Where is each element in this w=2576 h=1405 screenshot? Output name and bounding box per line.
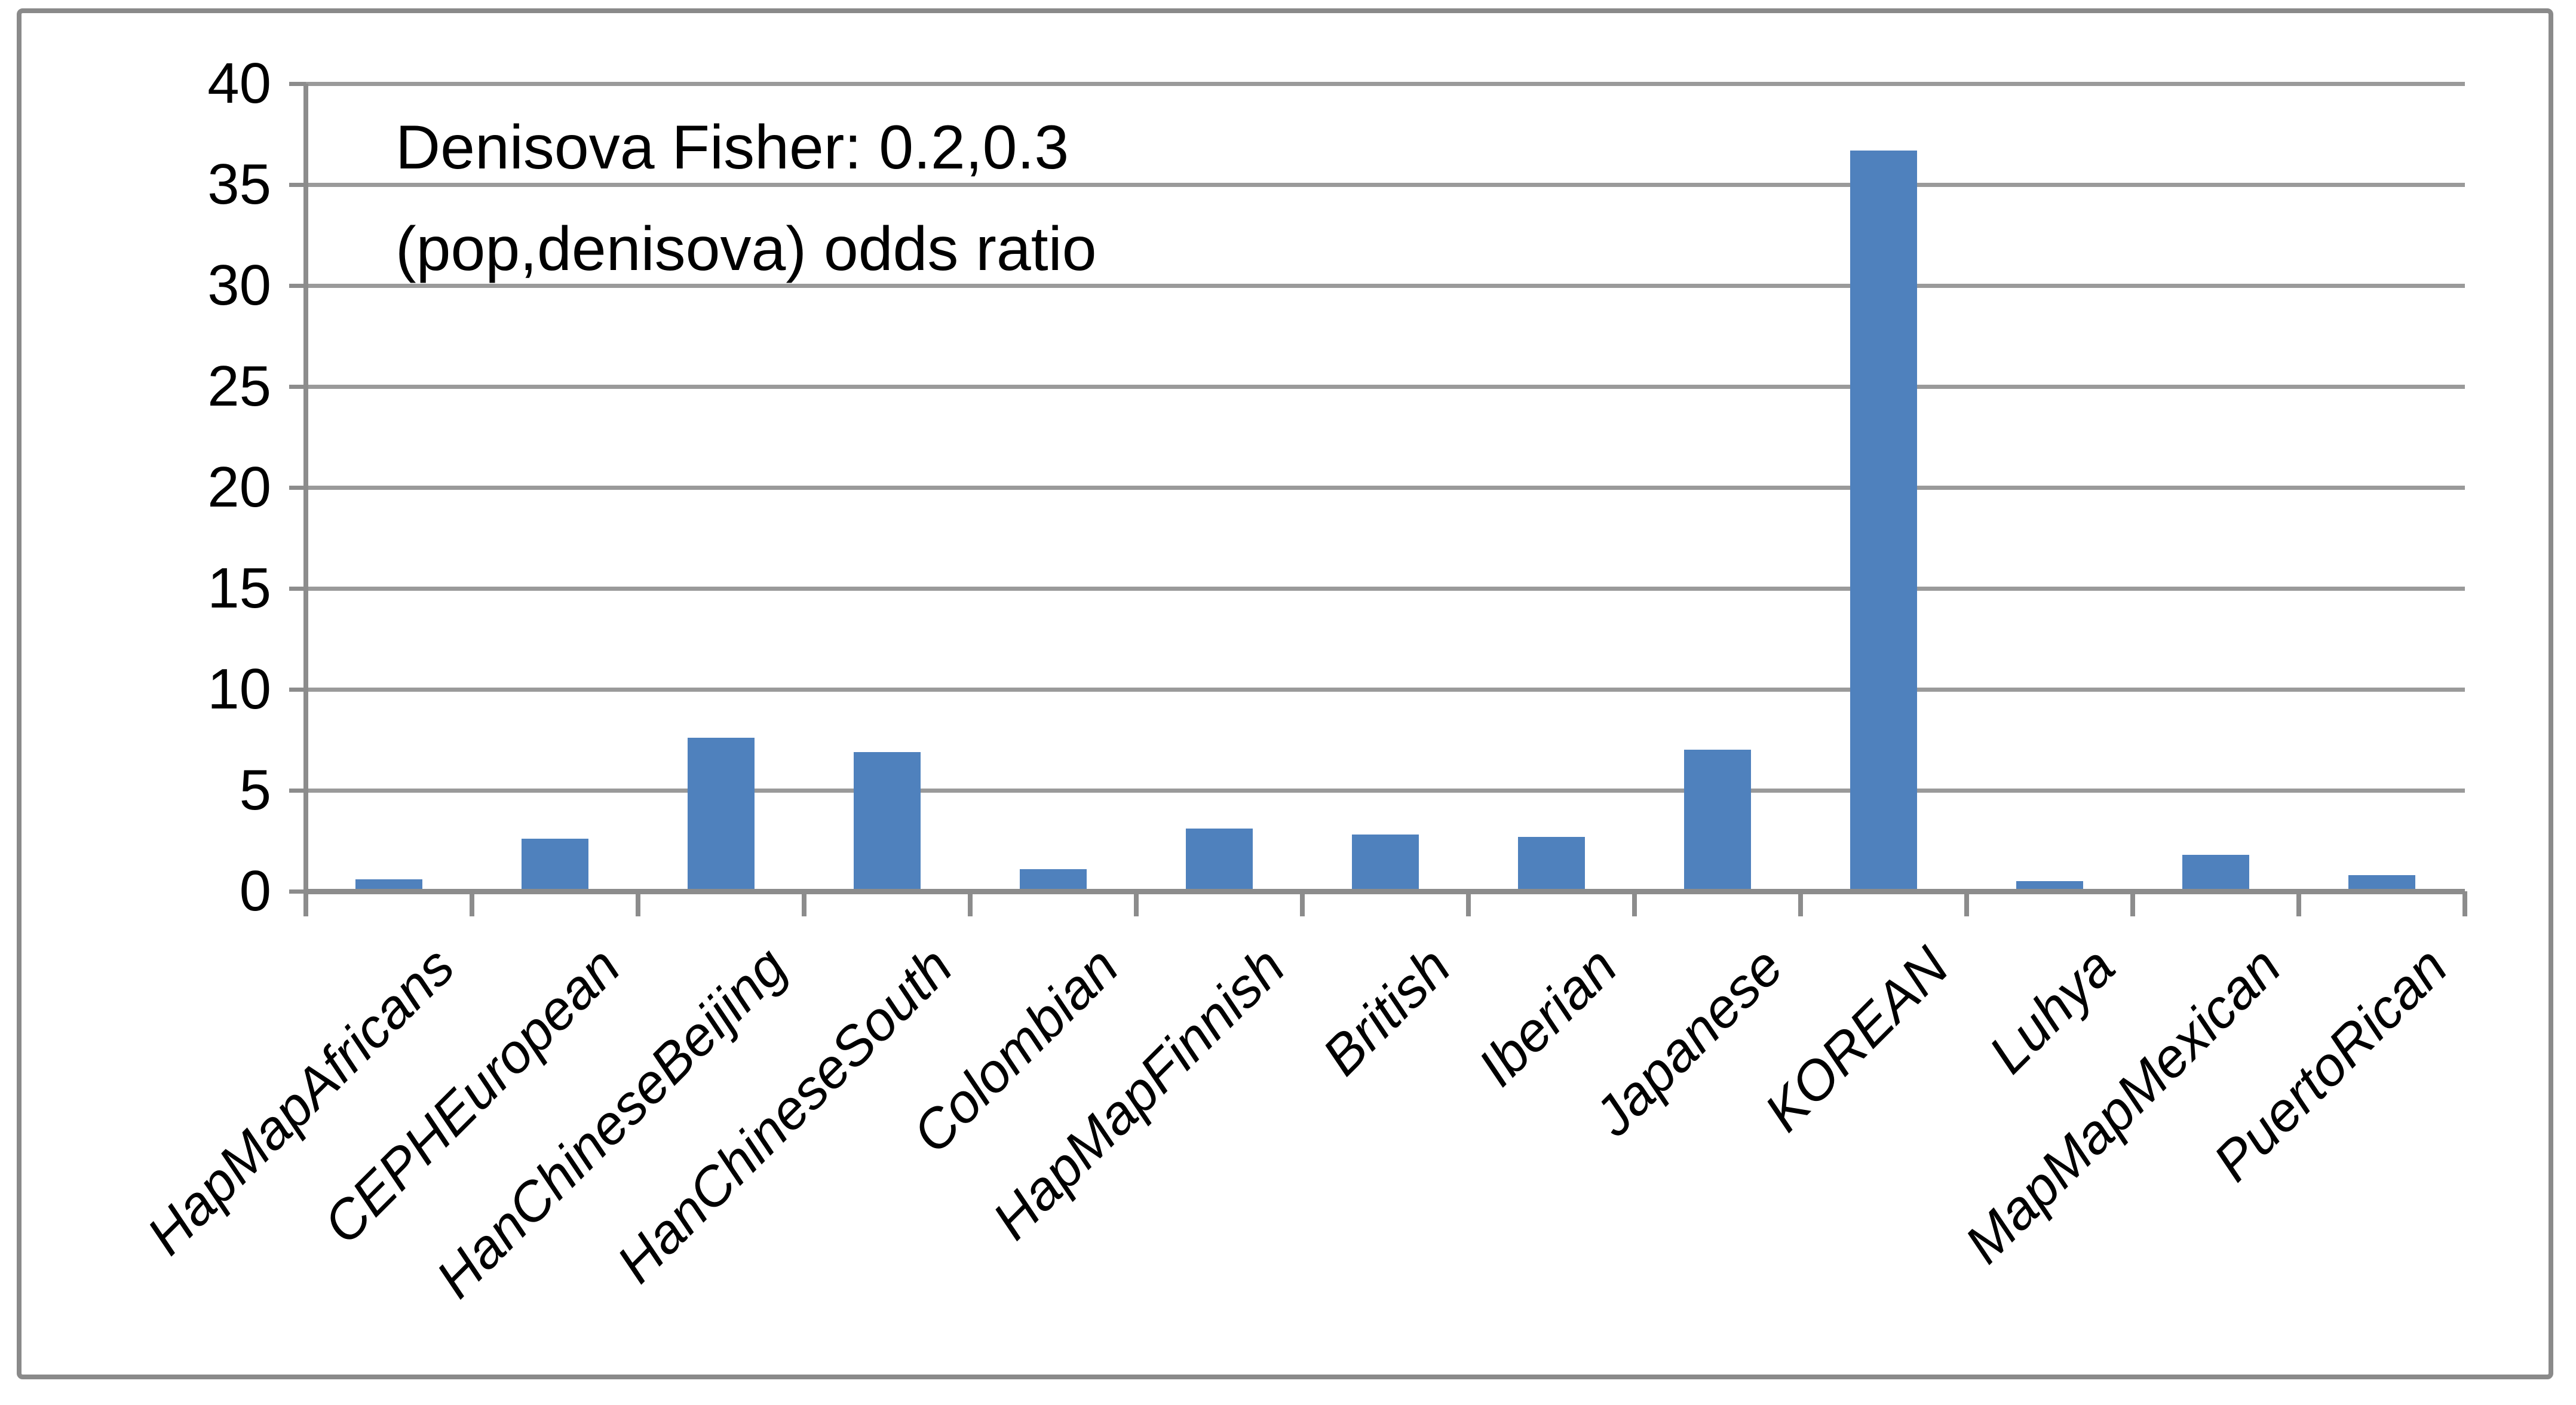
y-tick-label-5: 5 [239, 758, 271, 822]
x-category-label-British: British [1311, 935, 1462, 1087]
bar-British [1352, 835, 1419, 891]
gridline-y-35 [306, 183, 2465, 187]
bar-PuertoRican [2348, 875, 2415, 891]
x-category-label-Luhya: Luhya [1977, 935, 2127, 1085]
y-axis-tick-20 [289, 486, 306, 490]
x-axis-tick-1 [470, 891, 474, 916]
bar-Colombian [1020, 869, 1087, 891]
chart-outer-border [17, 8, 2553, 1379]
y-axis-tick-35 [289, 183, 306, 187]
gridline-y-20 [306, 486, 2465, 490]
gridline-y-10 [306, 688, 2465, 692]
x-axis-tick-3 [802, 891, 806, 916]
y-tick-label-30: 30 [207, 253, 271, 317]
chart-title-block: Denisova Fisher: 0.2,0.3 (pop,denisova) … [395, 97, 1097, 300]
x-category-label-CEPHEuropean: CEPHEuropean [312, 935, 632, 1256]
bar-HapMapFinnish [1186, 829, 1253, 891]
bar-CEPHEuropean [522, 839, 588, 891]
bar-Iberian [1518, 837, 1585, 891]
x-axis-line [306, 889, 2465, 894]
chart-title: Denisova Fisher: 0.2,0.3 [395, 113, 1069, 182]
x-category-label-HapMapAfricans: HapMapAfricans [135, 935, 466, 1266]
x-axis-tick-11 [2130, 891, 2135, 916]
gridline-y-25 [306, 385, 2465, 389]
y-tick-label-15: 15 [207, 556, 271, 620]
x-axis-tick-5 [1134, 891, 1139, 916]
x-axis-tick-13 [2462, 891, 2467, 916]
x-axis-tick-12 [2296, 891, 2301, 916]
y-axis-tick-40 [289, 82, 306, 86]
bar-Luhya [2016, 881, 2083, 891]
x-category-label-MapMapMexican: MapMapMexican [1954, 935, 2293, 1275]
x-axis-tick-2 [636, 891, 640, 916]
bar-KOREAN [1850, 151, 1917, 891]
bar-Japanese [1684, 750, 1751, 891]
gridline-y-30 [306, 284, 2465, 288]
bar-HanChineseBeijing [688, 738, 755, 891]
y-tick-label-25: 25 [207, 354, 271, 418]
x-category-label-KOREAN: KOREAN [1753, 935, 1961, 1143]
y-axis-tick-15 [289, 587, 306, 591]
x-axis-tick-7 [1466, 891, 1471, 916]
y-axis-tick-30 [289, 284, 306, 288]
y-axis-tick-10 [289, 688, 306, 692]
gridline-y-5 [306, 789, 2465, 793]
gridline-y-15 [306, 587, 2465, 591]
y-tick-label-0: 0 [239, 859, 271, 923]
y-axis-tick-25 [289, 385, 306, 389]
y-tick-label-40: 40 [207, 51, 271, 115]
y-axis-tick-0 [289, 889, 306, 894]
y-tick-label-20: 20 [207, 455, 271, 519]
gridline-y-40 [306, 82, 2465, 86]
x-axis-tick-0 [303, 891, 308, 916]
y-axis-line [303, 84, 308, 916]
bar-HapMapAfricans [355, 879, 422, 891]
x-axis-tick-4 [968, 891, 973, 916]
x-axis-tick-10 [1964, 891, 1969, 916]
chart-subtitle: (pop,denisova) odds ratio [395, 214, 1097, 284]
x-axis-tick-8 [1632, 891, 1637, 916]
y-tick-label-35: 35 [207, 152, 271, 216]
x-category-label-HapMapFinnish: HapMapFinnish [981, 935, 1296, 1251]
y-tick-label-10: 10 [207, 657, 271, 721]
x-category-label-Iberian: Iberian [1466, 935, 1629, 1098]
bar-HanChineseSouth [854, 752, 921, 891]
y-axis-tick-5 [289, 789, 306, 793]
bar-MapMapMexican [2182, 855, 2249, 891]
x-axis-tick-9 [1798, 891, 1803, 916]
x-axis-tick-6 [1300, 891, 1305, 916]
